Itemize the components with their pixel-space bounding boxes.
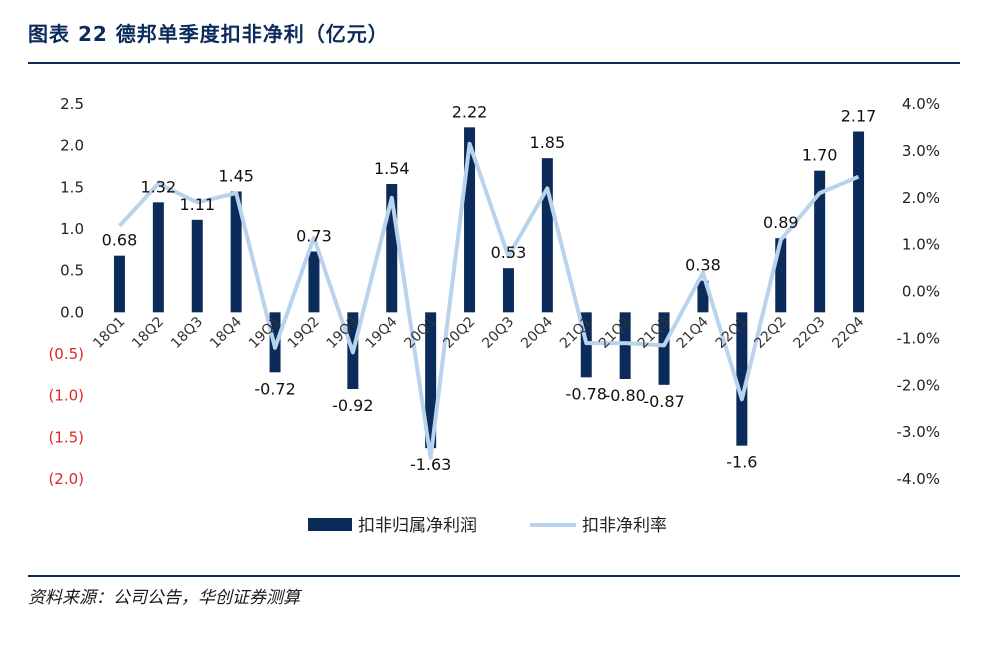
- bar-20Q2: [464, 127, 476, 313]
- chart-title: 图表 22 德邦单季度扣非净利（亿元）: [28, 22, 389, 46]
- data-label-19Q4: 1.54: [374, 159, 410, 178]
- y-left-tick: (1.0): [48, 387, 84, 405]
- data-label-20Q4: 1.85: [530, 133, 566, 152]
- data-label-18Q1: 0.68: [102, 231, 138, 250]
- data-label-19Q1: -0.72: [254, 379, 295, 398]
- x-tick-18Q4: 18Q4: [207, 314, 245, 352]
- y-left-tick: 1.0: [60, 220, 84, 238]
- bar-20Q3: [502, 268, 514, 313]
- y-left-tick: 0.0: [60, 303, 84, 321]
- top-rule: [28, 62, 960, 64]
- y-right-tick: 0.0%: [902, 283, 940, 301]
- y-right-tick: -2.0%: [896, 376, 940, 394]
- x-tick-19Q4: 19Q4: [363, 314, 401, 352]
- y-right-tick: 4.0%: [902, 95, 940, 113]
- y-left-tick: 1.5: [60, 178, 84, 196]
- bar-22Q1: [736, 312, 748, 446]
- bar-21Q3: [658, 312, 670, 385]
- bar-22Q3: [814, 170, 826, 313]
- left-y-axis: 2.5 2.0 1.5 1.0 0.5 0.0 (0.5) (1.0) (1.5) (2.0): [48, 95, 84, 488]
- y-right-tick: -1.0%: [896, 329, 940, 347]
- bar-20Q1: [425, 312, 437, 449]
- x-tick-18Q3: 18Q3: [168, 314, 206, 352]
- bar-21Q2: [619, 312, 631, 379]
- bar-18Q4: [230, 191, 242, 313]
- y-right-tick: 2.0%: [902, 189, 940, 207]
- y-right-tick: -4.0%: [896, 470, 940, 488]
- y-right-tick: 3.0%: [902, 142, 940, 160]
- right-y-axis: 4.0% 3.0% 2.0% 1.0% 0.0% -1.0% -2.0% -3.0% -4.0%: [896, 95, 940, 488]
- x-tick-18Q1: 18Q1: [90, 314, 128, 352]
- x-tick-22Q3: 22Q3: [790, 314, 828, 352]
- data-label-22Q4: 2.17: [841, 107, 877, 126]
- x-tick-19Q2: 19Q2: [285, 314, 323, 352]
- legend-swatch-bar: [308, 518, 352, 531]
- bar-22Q4: [853, 131, 865, 313]
- y-left-tick: 2.0: [60, 137, 84, 155]
- net-margin-line: [118, 141, 860, 460]
- y-right-tick: 1.0%: [902, 236, 940, 254]
- data-label-21Q1: -0.78: [566, 384, 607, 403]
- data-label-18Q2: 1.32: [141, 177, 177, 196]
- legend-label-bar: 扣非归属净利润: [358, 516, 477, 536]
- data-labels-layer: 0.68 1.321.111.45 -0.72 0.73 -0.92 1.54 -1.63 2…: [102, 102, 877, 474]
- y-left-tick: (2.0): [48, 470, 84, 488]
- data-label-21Q4: 0.38: [685, 256, 721, 275]
- data-label-19Q3: -0.92: [332, 396, 373, 415]
- data-label-22Q2: 0.89: [763, 213, 799, 232]
- x-tick-22Q4: 22Q4: [829, 314, 867, 352]
- bar-18Q3: [191, 219, 203, 313]
- x-tick-20Q3: 20Q3: [479, 314, 517, 352]
- chart-area: 0.68 1.321.111.45 -0.72 0.73 -0.92 1.54 -1.63 2…: [48, 95, 940, 536]
- data-label-20Q3: 0.53: [491, 243, 527, 262]
- y-left-tick: (0.5): [48, 345, 84, 363]
- data-label-21Q3: -0.87: [643, 392, 684, 411]
- y-left-tick: (1.5): [48, 428, 84, 446]
- data-label-18Q3: 1.11: [179, 195, 215, 214]
- legend-label-line: 扣非净利率: [582, 516, 667, 536]
- bar-20Q4: [541, 158, 553, 313]
- data-label-22Q1: -1.6: [726, 453, 757, 472]
- source-note: 资料来源：公司公告，华创证券测算: [28, 588, 300, 608]
- x-tick-18Q2: 18Q2: [129, 314, 167, 352]
- bar-22Q2: [775, 238, 787, 313]
- x-axis-ticks: 18Q1 18Q2 18Q3 18Q4 19Q1 19Q2 19Q3 19Q4 20Q1 20Q2…: [90, 314, 867, 352]
- bar-21Q4: [697, 280, 709, 313]
- data-label-21Q2: -0.80: [604, 386, 645, 405]
- bar-18Q1: [113, 255, 125, 313]
- data-label-20Q1: -1.63: [410, 455, 451, 474]
- x-tick-20Q4: 20Q4: [518, 314, 556, 352]
- y-left-tick: 2.5: [60, 95, 84, 113]
- bar-19Q4: [386, 184, 398, 313]
- data-label-22Q3: 1.70: [802, 146, 838, 165]
- legend: 扣非归属净利润 扣非净利率: [308, 516, 667, 536]
- data-label-20Q2: 2.22: [452, 102, 488, 121]
- data-label-19Q2: 0.73: [296, 227, 332, 246]
- bottom-rule: [28, 575, 960, 577]
- y-right-tick: -3.0%: [896, 423, 940, 441]
- data-label-18Q4: 1.45: [218, 167, 254, 186]
- line-layer: [118, 141, 860, 460]
- bar-19Q2: [308, 251, 320, 313]
- bar-18Q2: [152, 202, 164, 313]
- y-left-tick: 0.5: [60, 262, 84, 280]
